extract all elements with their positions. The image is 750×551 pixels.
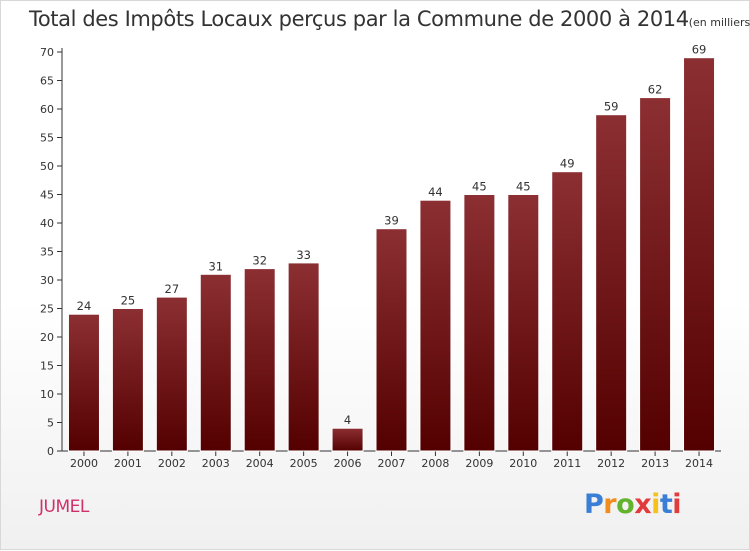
y-tick-label: 70 <box>40 46 54 59</box>
logo-letter: i <box>672 489 682 520</box>
bars <box>67 57 716 452</box>
y-tick-label: 40 <box>40 217 54 230</box>
x-tick-label: 2004 <box>246 457 274 470</box>
data-label-2009: 45 <box>472 180 487 194</box>
x-tick-label: 2009 <box>465 457 493 470</box>
x-tick-label: 2005 <box>290 457 318 470</box>
x-tick-label: 2013 <box>641 457 669 470</box>
x-tick-label: 2012 <box>597 457 625 470</box>
data-label-2012: 59 <box>604 100 619 114</box>
logo-letter: i <box>651 489 660 520</box>
chart-title: Total des Impôts Locaux perçus par la Co… <box>29 7 750 31</box>
unit-note: (en milliers d'€) <box>688 16 750 29</box>
y-tick-label: 35 <box>40 246 54 259</box>
y-tick-label: 55 <box>40 132 54 145</box>
y-tick-label: 30 <box>40 274 54 287</box>
x-tick-label: 2001 <box>114 457 142 470</box>
data-label-2000: 24 <box>77 299 92 313</box>
bar-2006[interactable] <box>331 427 364 452</box>
bar-2003[interactable] <box>199 273 232 452</box>
data-label-2005: 33 <box>296 248 311 262</box>
bar-2009[interactable] <box>463 194 496 452</box>
y-tick-label: 10 <box>40 388 54 401</box>
y-tick-label: 50 <box>40 160 54 173</box>
logo-letter: r <box>603 489 617 520</box>
x-tick-label: 2010 <box>509 457 537 470</box>
logo-letter: P <box>584 489 604 520</box>
bar-2014[interactable] <box>683 57 716 452</box>
bar-2008[interactable] <box>419 199 452 452</box>
logo-letter: x <box>634 489 652 520</box>
data-label-2008: 44 <box>428 185 443 199</box>
bar-2007[interactable] <box>375 228 408 452</box>
bar-2012[interactable] <box>595 114 628 452</box>
proxiti-logo[interactable]: Proxiti <box>584 489 682 520</box>
logo-letter: o <box>616 489 635 520</box>
axes: 0 5 10 15 20 25 30 35 40 45 50 55 60 65 70 2000 2001 2002… <box>40 46 721 470</box>
y-tick-label: 15 <box>40 360 54 373</box>
data-labels: 24 25 27 31 32 33 4 39 44 45 45 49 59 62 69 <box>77 43 707 428</box>
data-label-2007: 39 <box>384 214 399 228</box>
logo-letter: t <box>659 489 673 520</box>
data-label-2002: 27 <box>165 282 180 296</box>
data-label-2004: 32 <box>252 254 267 268</box>
x-tick-label: 2000 <box>70 457 98 470</box>
y-tick-label: 45 <box>40 189 54 202</box>
data-label-2006: 4 <box>344 413 351 427</box>
data-label-2014: 69 <box>692 43 707 57</box>
bar-2002[interactable] <box>155 296 188 452</box>
x-tick-label: 2003 <box>202 457 230 470</box>
x-tick-label: 2002 <box>158 457 186 470</box>
bar-2000[interactable] <box>67 313 100 452</box>
bar-2010[interactable] <box>507 194 540 452</box>
bar-2004[interactable] <box>243 268 276 452</box>
bar-2001[interactable] <box>111 308 144 452</box>
bar-2013[interactable] <box>639 97 672 452</box>
y-tick-label: 65 <box>40 75 54 88</box>
y-tick-label: 5 <box>47 417 54 430</box>
x-tick-label: 2014 <box>685 457 713 470</box>
y-tick-label: 60 <box>40 103 54 116</box>
data-label-2010: 45 <box>516 180 531 194</box>
title-text: Total des Impôts Locaux perçus par la Co… <box>29 7 689 31</box>
x-tick-label: 2008 <box>421 457 449 470</box>
y-tick-label: 20 <box>40 331 54 344</box>
bar-2011[interactable] <box>551 171 584 452</box>
data-label-2001: 25 <box>121 294 136 308</box>
bar-2005[interactable] <box>287 262 320 452</box>
x-tick-label: 2011 <box>553 457 581 470</box>
x-tick-label: 2007 <box>378 457 406 470</box>
data-label-2003: 31 <box>208 259 223 273</box>
y-tick-label: 0 <box>47 445 54 458</box>
data-label-2011: 49 <box>560 157 575 171</box>
y-tick-label: 25 <box>40 303 54 316</box>
data-label-2013: 62 <box>648 83 663 97</box>
x-tick-label: 2006 <box>334 457 362 470</box>
commune-name: JUMEL <box>39 497 89 517</box>
